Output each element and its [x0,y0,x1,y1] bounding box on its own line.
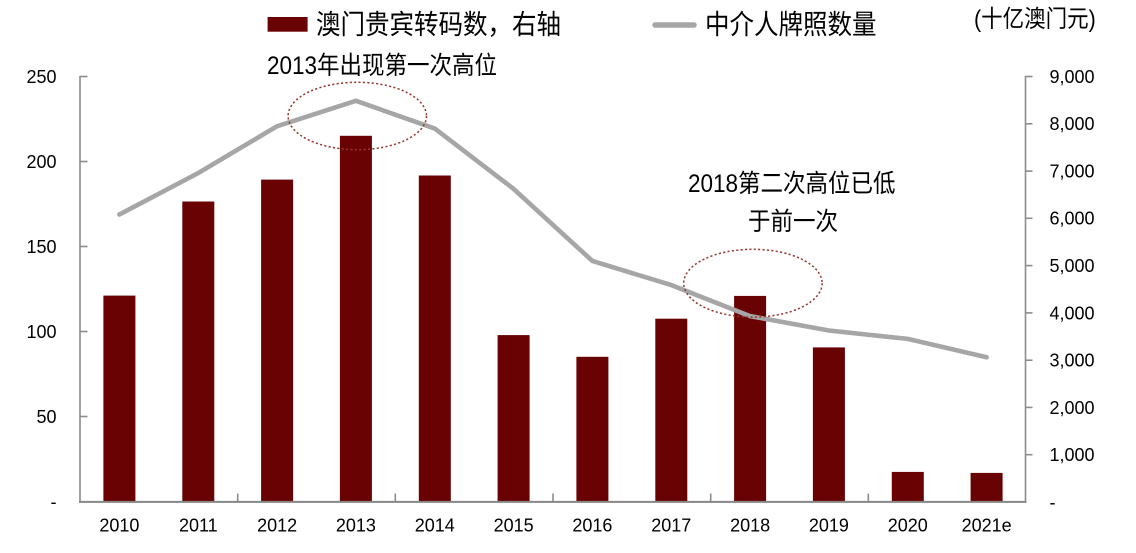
svg-text:3,000: 3,000 [1050,351,1095,371]
svg-text:4,000: 4,000 [1050,303,1095,323]
svg-text:50: 50 [36,407,56,427]
svg-text:2013: 2013 [336,516,376,536]
svg-text:2012: 2012 [257,516,297,536]
svg-text:150: 150 [26,237,56,257]
svg-text:5,000: 5,000 [1050,256,1095,276]
svg-text:9,000: 9,000 [1050,67,1095,87]
svg-text:2018: 2018 [730,516,770,536]
svg-text:8,000: 8,000 [1050,114,1095,134]
svg-text:1,000: 1,000 [1050,445,1095,465]
svg-text:250: 250 [26,67,56,87]
svg-text:2016: 2016 [572,516,612,536]
svg-text:100: 100 [26,322,56,342]
svg-text:7,000: 7,000 [1050,162,1095,182]
svg-text:2019: 2019 [809,516,849,536]
svg-text:2014: 2014 [415,516,455,536]
svg-text:2015: 2015 [494,516,534,536]
svg-text:2,000: 2,000 [1050,398,1095,418]
svg-text:-: - [51,492,57,512]
svg-text:2021e: 2021e [962,516,1012,536]
svg-text:-: - [1050,492,1056,512]
svg-text:6,000: 6,000 [1050,209,1095,229]
svg-text:200: 200 [26,152,56,172]
svg-text:2020: 2020 [888,516,928,536]
svg-text:2010: 2010 [99,516,139,536]
svg-text:2017: 2017 [651,516,691,536]
svg-text:2011: 2011 [179,516,218,536]
